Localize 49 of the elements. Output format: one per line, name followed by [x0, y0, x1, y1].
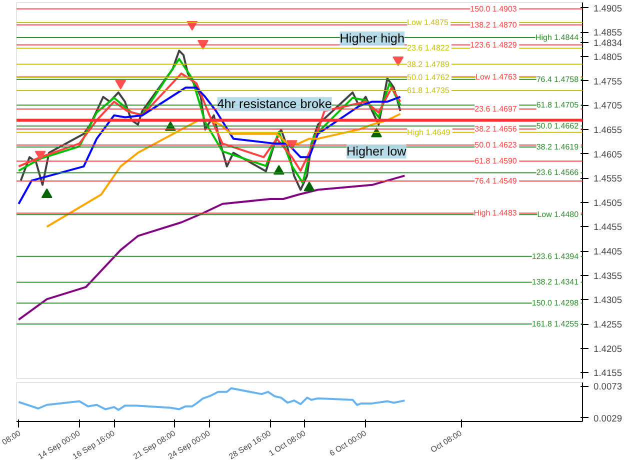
ref-line-label: Low 1.4763: [476, 72, 518, 82]
y-tick-label: 1.4255: [594, 320, 622, 330]
y-tick-label: 1.4605: [594, 149, 622, 160]
ref-line-label: 23.6 1.4697: [474, 104, 518, 114]
ref-line-label: 161.8 1.4255: [532, 320, 580, 329]
y-tick-label: 1.4305: [594, 295, 622, 306]
ref-line-label: 50.0 1.4623: [474, 140, 518, 150]
ref-line-label: 61.8 1.4705: [536, 100, 580, 110]
ref-line-label: 138.2 1.4341: [532, 278, 580, 287]
y-tick-label: 1.4405: [594, 246, 622, 257]
y-tick-label: 1.4455: [594, 222, 622, 232]
ref-line-label: 123.6 1.4829: [470, 40, 518, 50]
ref-line-label: 61.8 1.4590: [474, 156, 518, 166]
ref-line-label: 50.0 1.4662: [536, 122, 580, 131]
ref-line-label: High 1.4844: [535, 33, 580, 42]
annotation: Higher high: [340, 31, 405, 46]
ref-line-label: 23.6 1.4822: [407, 44, 450, 53]
y-tick-label: 0.0029: [594, 413, 622, 424]
ref-line-label: High 1.4649: [407, 128, 451, 137]
y-tick-label: 1.4155: [594, 368, 622, 378]
y-tick-label: 1.4905: [594, 3, 622, 14]
ref-line-label: 150.0 1.4298: [532, 298, 580, 308]
ref-line-label: 61.8 1.4735: [407, 86, 450, 96]
y-tick-label: 1.4805: [594, 52, 622, 62]
y-tick-label: 1.4705: [594, 100, 622, 111]
y-tick-label: 1.4755: [594, 76, 622, 86]
ref-line-label: 123.6 1.4394: [532, 252, 580, 261]
y-tick-label: 1.4555: [594, 174, 622, 184]
ref-line-label: 76.4 1.4758: [536, 74, 580, 84]
y-tick-label: 1.4855: [594, 28, 622, 38]
ref-line-label: 76.4 1.4549: [474, 176, 518, 186]
ref-line-label: 38.2 1.4619: [536, 142, 580, 152]
ref-line-label: High 1.4483: [474, 208, 518, 218]
y-tick-label: 1.4205: [594, 344, 622, 354]
y-tick-label: 0.0073: [594, 382, 622, 392]
annotation: 4hr resistance broke: [217, 97, 332, 112]
annotation: Higher low: [346, 144, 408, 158]
y-tick-label: 1.4355: [594, 270, 622, 281]
ref-line-label: 50.0 1.4762: [407, 72, 450, 82]
ref-line-label: 138.2 1.4870: [470, 20, 518, 30]
y-tick-label: 1.4655: [594, 124, 622, 135]
ref-line-label: Low 1.4875: [407, 18, 449, 27]
ref-line-label: 150.0 1.4903: [470, 4, 518, 14]
ref-line-label: Low 1.4480: [537, 210, 580, 220]
ref-line-label: 38.2 1.4656: [474, 124, 518, 134]
y-tick-label: 1.4505: [594, 198, 622, 208]
y-tick-label: 1.4834: [594, 38, 622, 48]
ref-line-label: 38.2 1.4789: [407, 60, 450, 69]
ref-line-label: 23.6 1.4566: [536, 168, 580, 178]
